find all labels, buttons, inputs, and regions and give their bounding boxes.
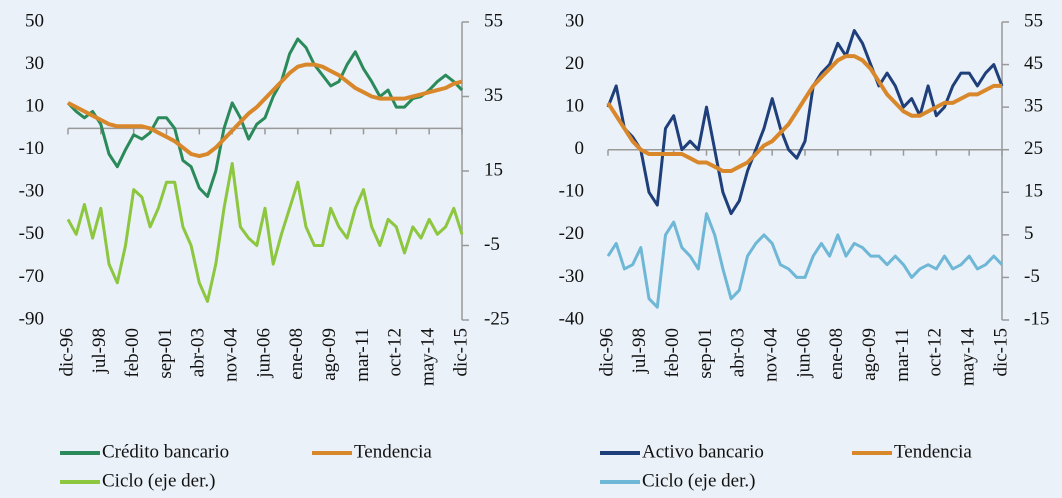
x-tick-label: may-14	[958, 328, 979, 387]
y2-tick-label: 45	[1024, 53, 1043, 74]
x-tick-label: dic-15	[990, 328, 1011, 377]
y-tick-label: 30	[25, 53, 44, 74]
x-tick-label: feb-00	[662, 328, 683, 378]
legend-label: Ciclo (eje der.)	[102, 470, 215, 491]
y-tick-label: -10	[559, 181, 584, 202]
x-tick-label: ene-08	[286, 328, 307, 380]
x-tick-label: abr-03	[728, 328, 749, 377]
x-tick-label: dic-96	[56, 328, 77, 377]
x-tick-label: jun-06	[793, 328, 814, 379]
x-tick-label: dic-96	[596, 328, 617, 377]
x-tick-label: dic-15	[450, 328, 471, 377]
y-tick-label: 10	[25, 96, 44, 117]
y2-tick-label: 35	[484, 85, 503, 106]
y-tick-label: -30	[559, 266, 584, 287]
x-tick-label: jul-98	[629, 328, 650, 374]
series-line	[66, 162, 464, 303]
y2-tick-label: -5	[484, 234, 500, 255]
x-tick-label: abr-03	[188, 328, 209, 377]
x-tick-label: jul-98	[89, 328, 110, 374]
x-tick-label: ago-09	[859, 328, 880, 381]
y-tick-label: -50	[19, 223, 44, 244]
x-tick-label: jun-06	[253, 328, 274, 379]
legend-label: Tendencia	[354, 441, 432, 462]
x-tick-label: sep-01	[695, 328, 716, 379]
y-tick-label: -40	[559, 308, 584, 329]
y2-tick-label: 25	[1024, 138, 1043, 159]
y2-tick-label: 35	[1024, 96, 1043, 117]
y2-tick-label: -5	[1024, 266, 1040, 287]
x-tick-label: ago-09	[319, 328, 340, 381]
series-line	[606, 29, 1004, 216]
y2-tick-label: 55	[1024, 10, 1043, 31]
legend-label: Tendencia	[894, 441, 972, 462]
x-tick-label: oct-12	[385, 328, 406, 377]
x-tick-label: nov-04	[761, 328, 782, 382]
y2-tick-label: 55	[484, 10, 503, 31]
x-tick-label: mar-11	[892, 328, 913, 382]
x-tick-label: oct-12	[925, 328, 946, 377]
y2-tick-label: -25	[484, 308, 509, 329]
y2-tick-label: 15	[484, 159, 503, 180]
legend-label: Activo bancario	[642, 441, 764, 462]
y-tick-label: -90	[19, 308, 44, 329]
legend-label: Crédito bancario	[102, 441, 229, 462]
x-tick-label: ene-08	[826, 328, 847, 380]
y-tick-label: -30	[19, 181, 44, 202]
y-tick-label: 30	[565, 10, 584, 31]
series-line	[67, 62, 463, 159]
y-tick-label: 50	[25, 10, 44, 31]
y-tick-label: 10	[565, 96, 584, 117]
y-tick-label: -20	[559, 223, 584, 244]
y-tick-label: 20	[565, 53, 584, 74]
y2-tick-label: -15	[1024, 308, 1049, 329]
y-tick-label: -70	[19, 266, 44, 287]
series-line	[66, 37, 464, 198]
y2-tick-label: 15	[1024, 181, 1043, 202]
x-tick-label: feb-00	[122, 328, 143, 378]
y-tick-label: -10	[19, 138, 44, 159]
y2-tick-label: 5	[1024, 223, 1034, 244]
x-tick-label: mar-11	[352, 328, 373, 382]
x-tick-label: sep-01	[155, 328, 176, 379]
x-tick-label: may-14	[418, 328, 439, 387]
series-line	[606, 212, 1004, 309]
legend-label: Ciclo (eje der.)	[642, 470, 755, 491]
y-tick-label: 0	[575, 138, 585, 159]
x-tick-label: nov-04	[221, 328, 242, 382]
series-line	[606, 54, 1002, 173]
